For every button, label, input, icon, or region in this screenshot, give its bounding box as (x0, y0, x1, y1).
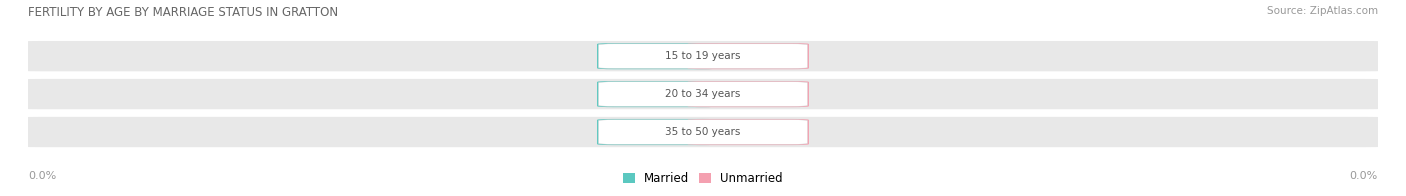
FancyBboxPatch shape (688, 43, 808, 69)
FancyBboxPatch shape (14, 117, 1392, 147)
Text: 0.0%: 0.0% (645, 52, 671, 61)
Text: 0.0%: 0.0% (645, 128, 671, 137)
FancyBboxPatch shape (14, 41, 1392, 71)
FancyBboxPatch shape (599, 82, 807, 106)
Text: 35 to 50 years: 35 to 50 years (665, 127, 741, 137)
FancyBboxPatch shape (598, 119, 718, 145)
FancyBboxPatch shape (599, 120, 807, 144)
Text: 0.0%: 0.0% (735, 128, 761, 137)
Text: 15 to 19 years: 15 to 19 years (665, 51, 741, 61)
Text: FERTILITY BY AGE BY MARRIAGE STATUS IN GRATTON: FERTILITY BY AGE BY MARRIAGE STATUS IN G… (28, 6, 339, 19)
FancyBboxPatch shape (688, 81, 808, 107)
Text: 0.0%: 0.0% (28, 171, 56, 181)
Text: 0.0%: 0.0% (1350, 171, 1378, 181)
Text: 0.0%: 0.0% (645, 90, 671, 99)
Text: 0.0%: 0.0% (735, 52, 761, 61)
FancyBboxPatch shape (598, 43, 718, 69)
Legend: Married, Unmarried: Married, Unmarried (619, 168, 787, 190)
FancyBboxPatch shape (14, 79, 1392, 109)
Text: Source: ZipAtlas.com: Source: ZipAtlas.com (1267, 6, 1378, 16)
FancyBboxPatch shape (598, 81, 718, 107)
FancyBboxPatch shape (599, 44, 807, 68)
Text: 0.0%: 0.0% (735, 90, 761, 99)
FancyBboxPatch shape (688, 119, 808, 145)
Text: 20 to 34 years: 20 to 34 years (665, 89, 741, 99)
